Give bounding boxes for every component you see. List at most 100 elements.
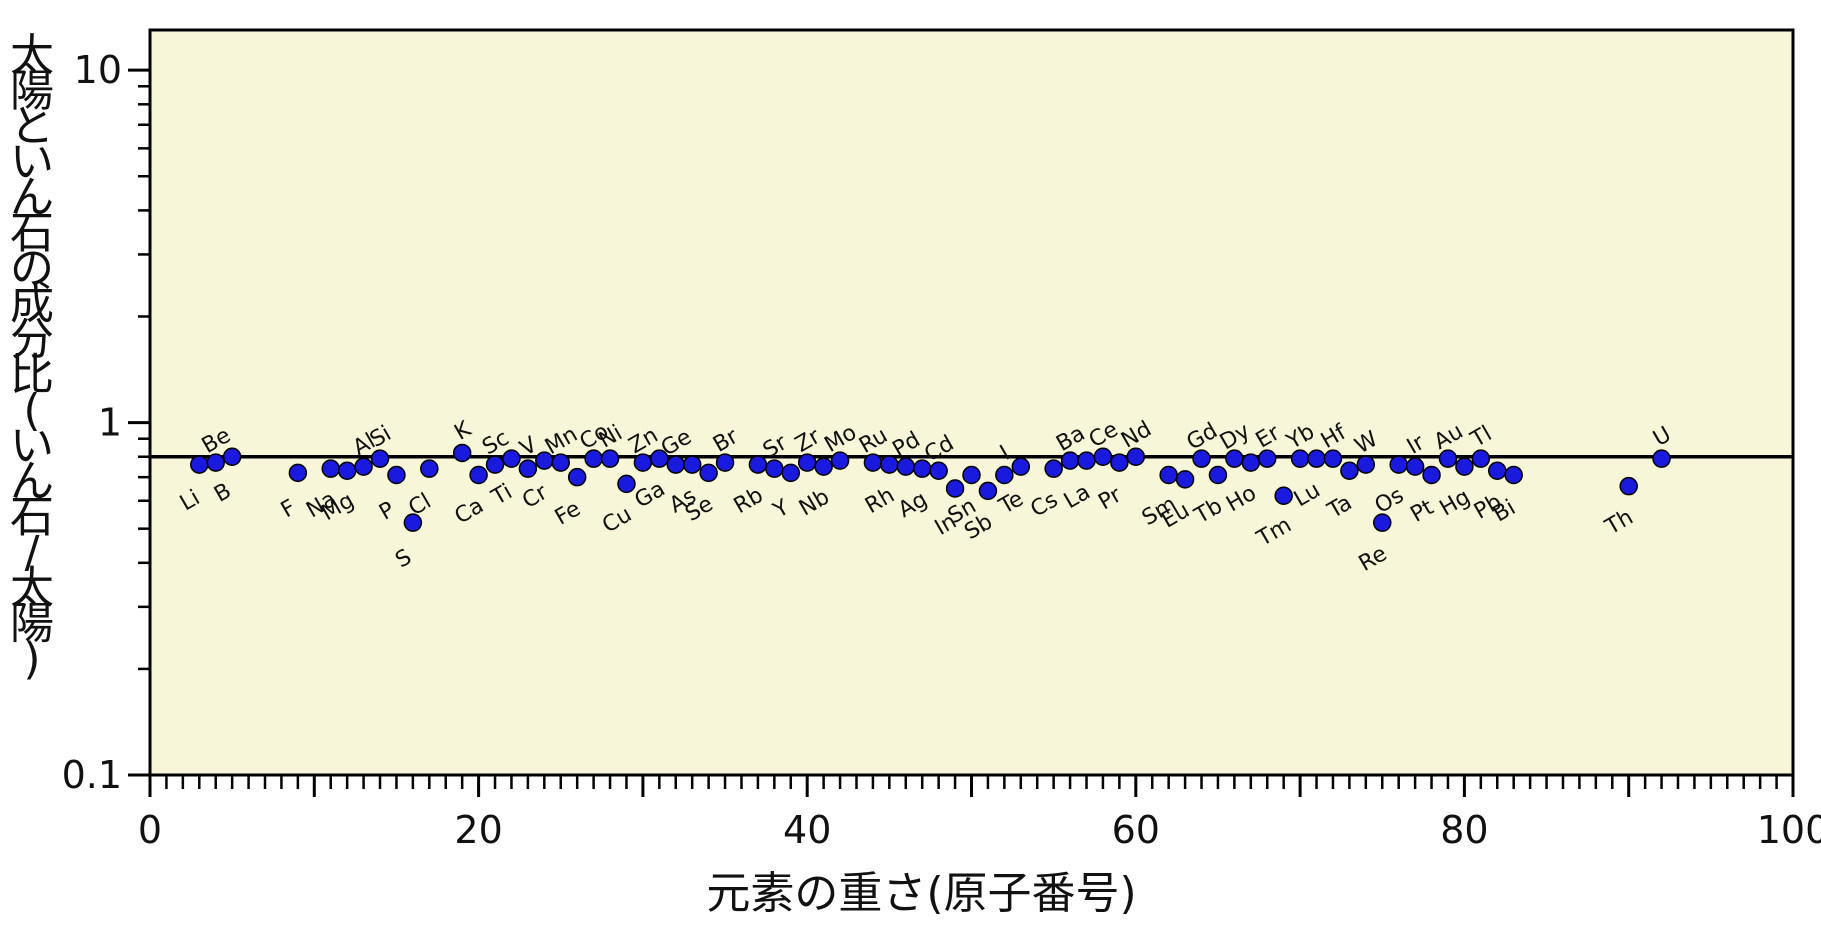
data-point xyxy=(1373,513,1392,532)
y-axis-title-char: 成 xyxy=(10,279,54,330)
data-point xyxy=(600,449,620,468)
y-axis-title-char: 石 xyxy=(10,208,54,259)
data-point xyxy=(1011,457,1031,476)
data-point xyxy=(502,449,521,468)
data-point xyxy=(1471,449,1491,468)
data-point xyxy=(1093,447,1113,466)
data-point xyxy=(469,465,488,485)
data-point xyxy=(765,459,784,478)
data-point xyxy=(1488,461,1507,480)
data-point xyxy=(978,481,998,501)
data-point xyxy=(1241,453,1261,472)
data-point xyxy=(1389,455,1408,474)
y-axis-title-char: ) xyxy=(23,634,40,685)
data-point xyxy=(814,457,833,476)
data-point xyxy=(1208,465,1228,485)
y-axis-title-char: ( xyxy=(23,385,40,436)
x-tick-label: 100 xyxy=(1757,808,1821,852)
data-point xyxy=(190,455,209,474)
y-axis-title-char: ん xyxy=(10,172,54,223)
data-point xyxy=(1044,459,1063,478)
data-point xyxy=(1422,465,1441,485)
data-point xyxy=(682,455,702,474)
y-axis-title-char: い xyxy=(10,421,54,472)
data-point xyxy=(995,465,1014,485)
y-axis-title-char: / xyxy=(25,527,40,578)
y-axis-title-char: 太 xyxy=(10,30,54,81)
data-point xyxy=(403,513,423,532)
data-point xyxy=(1340,461,1359,480)
data-point xyxy=(452,443,472,463)
y-axis-title-char: 分 xyxy=(10,314,54,365)
x-tick-label: 80 xyxy=(1440,808,1488,852)
data-point xyxy=(1652,449,1671,468)
data-point xyxy=(1159,465,1178,485)
data-point xyxy=(715,453,735,472)
data-point xyxy=(567,467,587,487)
y-axis-title-char: 陽 xyxy=(10,66,54,117)
data-point xyxy=(1455,457,1474,476)
y-axis-title-char: の xyxy=(10,243,54,294)
x-axis-title: 元素の重さ(原子番号) xyxy=(706,868,1136,919)
data-point xyxy=(288,463,308,483)
data-point xyxy=(617,474,636,494)
data-point xyxy=(420,459,439,478)
data-point xyxy=(518,459,538,478)
plot-area xyxy=(150,30,1793,775)
data-point xyxy=(370,449,390,468)
data-point xyxy=(830,451,850,470)
y-axis-title-char: と xyxy=(10,101,54,152)
tick-labels: 0 20 40 60 80 100 0.1 1 10 xyxy=(62,48,1821,852)
data-point xyxy=(387,465,406,485)
data-point xyxy=(1504,465,1523,485)
data-point xyxy=(206,453,225,472)
data-point xyxy=(551,453,570,472)
x-tick-label: 20 xyxy=(454,808,502,852)
data-point xyxy=(321,459,340,478)
y-axis-title-char: い xyxy=(10,137,54,188)
data-point xyxy=(781,463,801,483)
data-point xyxy=(650,449,669,468)
data-point xyxy=(1356,455,1376,474)
y-axis-title-char: 石 xyxy=(10,492,54,543)
data-point xyxy=(748,455,768,474)
data-point xyxy=(1175,470,1195,489)
y-axis-title-char: 太 xyxy=(10,563,54,614)
y-axis-title-char: 陽 xyxy=(10,598,54,649)
y-tick-label: 1 xyxy=(98,401,122,445)
data-point xyxy=(912,459,932,478)
plot-frame xyxy=(148,28,1795,777)
data-point xyxy=(1126,447,1146,466)
data-point xyxy=(1619,476,1638,496)
data-point xyxy=(945,479,965,498)
data-point xyxy=(1405,457,1425,476)
y-axis-title-char: 比 xyxy=(10,350,54,401)
data-point xyxy=(797,453,817,472)
data-point xyxy=(699,463,718,483)
x-tick-label: 0 xyxy=(138,808,162,852)
data-point xyxy=(929,461,948,480)
data-point xyxy=(1257,449,1277,468)
data-point xyxy=(962,465,981,485)
data-point xyxy=(1192,449,1211,468)
data-point xyxy=(1307,449,1326,468)
data-point xyxy=(1110,453,1129,472)
data-point xyxy=(880,455,899,474)
data-point xyxy=(1438,449,1458,468)
data-point xyxy=(354,457,373,476)
x-tick-label: 60 xyxy=(1112,808,1160,852)
data-point xyxy=(1077,451,1096,470)
data-points xyxy=(190,443,1671,532)
y-axis-title-char: ん xyxy=(10,456,54,507)
data-point xyxy=(337,461,357,480)
axis-ticks xyxy=(128,68,1795,797)
data-point xyxy=(222,447,242,466)
x-tick-label: 40 xyxy=(783,808,831,852)
y-tick-label: 10 xyxy=(74,48,122,92)
data-point xyxy=(1323,449,1343,468)
data-point xyxy=(485,455,505,474)
data-point xyxy=(1274,486,1293,505)
y-tick-label: 0.1 xyxy=(62,753,122,797)
